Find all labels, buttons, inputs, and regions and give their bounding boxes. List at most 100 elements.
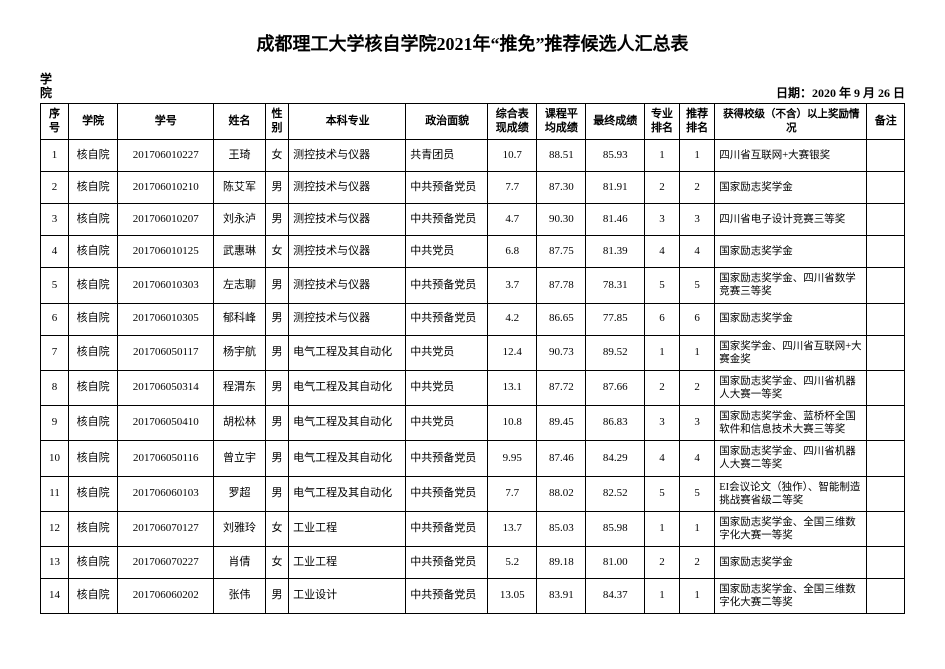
cell-college: 核自院 [69,547,118,579]
cell-s2: 87.78 [537,268,586,303]
cell-sid: 201706010125 [118,236,214,268]
cell-sex: 男 [265,441,288,476]
cell-r1: 1 [645,511,680,546]
cell-r2: 2 [680,172,715,204]
cell-pol: 中共预备党员 [406,268,488,303]
cell-s2: 88.02 [537,476,586,511]
cell-major: 工业工程 [289,511,406,546]
cell-s2: 85.03 [537,511,586,546]
cell-pol: 中共党员 [406,370,488,405]
cell-sex: 女 [265,140,288,172]
cell-idx: 11 [41,476,69,511]
cell-s2: 87.30 [537,172,586,204]
cell-s1: 6.8 [488,236,537,268]
cell-idx: 6 [41,303,69,335]
cell-idx: 14 [41,579,69,614]
cell-sid: 201706070127 [118,511,214,546]
cell-r2: 1 [680,335,715,370]
cell-r2: 5 [680,268,715,303]
cell-s3: 84.29 [586,441,645,476]
cell-s2: 87.46 [537,441,586,476]
cell-college: 核自院 [69,204,118,236]
cell-sex: 男 [265,335,288,370]
cell-sid: 201706060202 [118,579,214,614]
th-sex: 性别 [265,103,288,140]
th-sid: 学号 [118,103,214,140]
cell-idx: 8 [41,370,69,405]
table-body: 1核自院201706010227王琦女测控技术与仪器共青团员10.788.518… [41,140,905,614]
table-row: 6核自院201706010305郁科峰男测控技术与仪器中共预备党员4.286.6… [41,303,905,335]
cell-sex: 男 [265,204,288,236]
cell-major: 电气工程及其自动化 [289,406,406,441]
cell-note [867,140,905,172]
cell-college: 核自院 [69,579,118,614]
cell-major: 电气工程及其自动化 [289,441,406,476]
cell-sid: 201706010227 [118,140,214,172]
cell-name: 张伟 [214,579,266,614]
table-row: 14核自院201706060202张伟男工业设计中共预备党员13.0583.91… [41,579,905,614]
cell-award: 国家奖学金、四川省互联网+大赛金奖 [715,335,867,370]
cell-idx: 12 [41,511,69,546]
table-row: 5核自院201706010303左志聊男测控技术与仪器中共预备党员3.787.7… [41,268,905,303]
cell-name: 刘永泸 [214,204,266,236]
cell-name: 肖倩 [214,547,266,579]
cell-pol: 中共预备党员 [406,172,488,204]
cell-r2: 2 [680,370,715,405]
cell-r1: 1 [645,140,680,172]
cell-s3: 85.93 [586,140,645,172]
cell-idx: 3 [41,204,69,236]
cell-name: 陈艾军 [214,172,266,204]
cell-pol: 中共预备党员 [406,441,488,476]
cell-s1: 13.7 [488,511,537,546]
cell-name: 胡松林 [214,406,266,441]
th-s2: 课程平均成绩 [537,103,586,140]
cell-major: 测控技术与仪器 [289,268,406,303]
cell-sex: 男 [265,268,288,303]
cell-name: 罗超 [214,476,266,511]
cell-r1: 2 [645,172,680,204]
cell-sid: 201706010207 [118,204,214,236]
cell-pol: 中共预备党员 [406,476,488,511]
cell-r1: 2 [645,370,680,405]
cell-r1: 5 [645,476,680,511]
cell-r1: 3 [645,406,680,441]
cell-idx: 7 [41,335,69,370]
cell-sid: 201706010303 [118,268,214,303]
cell-name: 王琦 [214,140,266,172]
table-row: 1核自院201706010227王琦女测控技术与仪器共青团员10.788.518… [41,140,905,172]
cell-sid: 201706060103 [118,476,214,511]
cell-note [867,406,905,441]
cell-college: 核自院 [69,172,118,204]
table-row: 2核自院201706010210陈艾军男测控技术与仪器中共预备党员7.787.3… [41,172,905,204]
cell-idx: 4 [41,236,69,268]
date-label: 日期： [776,86,812,100]
cell-s1: 7.7 [488,476,537,511]
cell-s3: 81.91 [586,172,645,204]
cell-award: 四川省电子设计竞赛三等奖 [715,204,867,236]
cell-note [867,204,905,236]
table-row: 3核自院201706010207刘永泸男测控技术与仪器中共预备党员4.790.3… [41,204,905,236]
cell-award: 四川省互联网+大赛银奖 [715,140,867,172]
cell-s2: 90.30 [537,204,586,236]
cell-s3: 85.98 [586,511,645,546]
cell-s3: 78.31 [586,268,645,303]
cell-r2: 3 [680,406,715,441]
cell-major: 电气工程及其自动化 [289,370,406,405]
cell-s2: 87.72 [537,370,586,405]
cell-sid: 201706050314 [118,370,214,405]
candidates-table: 序号 学院 学号 姓名 性别 本科专业 政治面貌 综合表现成绩 课程平均成绩 最… [40,103,905,615]
cell-s1: 7.7 [488,172,537,204]
cell-sex: 女 [265,547,288,579]
cell-college: 核自院 [69,476,118,511]
cell-r1: 1 [645,335,680,370]
table-row: 8核自院201706050314程渭东男电气工程及其自动化中共党员13.187.… [41,370,905,405]
cell-award: EI会议论文（独作）、智能制造挑战赛省级二等奖 [715,476,867,511]
cell-sex: 男 [265,406,288,441]
cell-sid: 201706050410 [118,406,214,441]
meta-left-label: 学 院 [40,72,52,101]
cell-s1: 3.7 [488,268,537,303]
cell-name: 武惠琳 [214,236,266,268]
cell-pol: 中共预备党员 [406,547,488,579]
cell-r1: 3 [645,204,680,236]
cell-idx: 13 [41,547,69,579]
